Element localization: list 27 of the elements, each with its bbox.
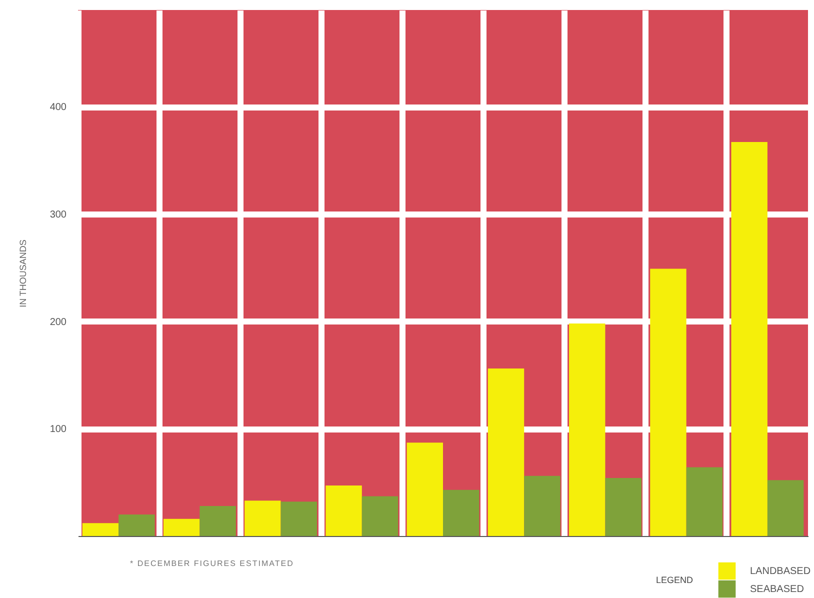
bar: [280, 502, 317, 536]
bar: [244, 500, 281, 536]
bar: [362, 496, 398, 536]
bar: [731, 142, 768, 536]
bar: [569, 323, 606, 536]
bar: [524, 476, 560, 536]
bar: [767, 480, 804, 536]
bar: [650, 268, 686, 536]
bar: [326, 486, 362, 536]
bar: [118, 514, 155, 536]
legend-title: LEGEND: [656, 575, 694, 585]
y-tick-label: 300: [50, 209, 67, 220]
y-tick-label: 100: [50, 424, 67, 436]
y-tick-label: 400: [50, 102, 67, 114]
legend-label: SEABASED: [750, 584, 804, 595]
bar: [443, 490, 480, 536]
legend-label: LANDBASED: [750, 566, 811, 577]
bar: [605, 478, 642, 536]
bar: [686, 467, 723, 536]
bar: [200, 506, 236, 536]
bar: [406, 442, 443, 536]
y-tick-label: 200: [50, 316, 67, 328]
bar: [163, 518, 200, 536]
y-axis-title: IN THOUSANDS: [18, 240, 28, 308]
bar: [488, 368, 524, 536]
bar: [82, 523, 119, 536]
text: * DECEMBER FIGURES ESTIMATED: [130, 559, 294, 568]
